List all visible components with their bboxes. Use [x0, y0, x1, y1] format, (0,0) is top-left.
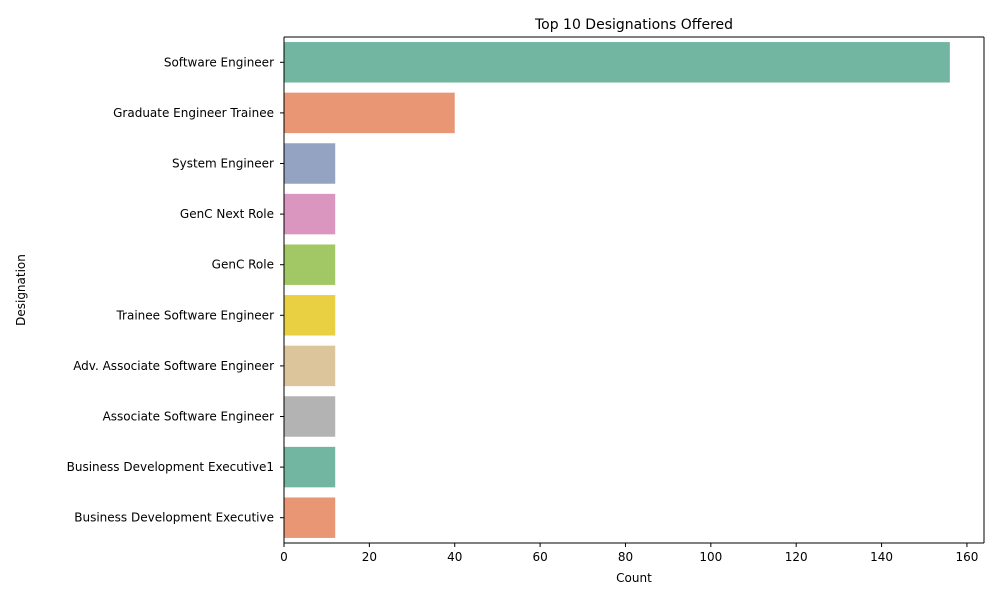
y-tick-label: GenC Role [212, 258, 274, 272]
y-axis-ticks: Software Engineer Graduate Engineer Train… [67, 55, 284, 525]
bar [284, 244, 336, 285]
bar [284, 143, 336, 184]
bar [284, 345, 336, 387]
y-tick-label: System Engineer [172, 157, 274, 171]
y-tick-label: Software Engineer [164, 55, 274, 69]
chart-title: Top 10 Designations Offered [534, 17, 733, 33]
y-tick-label: Graduate Engineer Trainee [113, 106, 274, 120]
x-tick-label: 80 [618, 550, 633, 564]
bars-layer [284, 42, 950, 538]
bar [284, 92, 455, 134]
x-tick-label: 40 [447, 550, 462, 564]
x-tick-label: 160 [955, 550, 978, 564]
y-tick-label: Business Development Executive1 [67, 460, 274, 474]
bar [284, 42, 950, 83]
bar [284, 497, 336, 538]
x-tick-label: 100 [699, 550, 722, 564]
x-tick-label: 140 [870, 550, 893, 564]
y-tick-label: Adv. Associate Software Engineer [73, 359, 274, 373]
y-tick-label: Associate Software Engineer [103, 410, 274, 424]
axis-spines [283, 36, 985, 544]
bar [284, 396, 336, 437]
y-tick-label: Business Development Executive [74, 511, 274, 525]
x-axis-label: Count [616, 571, 652, 585]
x-tick-label: 60 [532, 550, 547, 564]
x-tick-label: 0 [280, 550, 288, 564]
bar [284, 193, 336, 235]
y-tick-label: Trainee Software Engineer [115, 308, 274, 322]
bar [284, 446, 336, 488]
y-axis-label: Designation [14, 254, 28, 326]
x-tick-label: 20 [362, 550, 377, 564]
x-axis-ticks: 0 20 40 60 80 100 120 140 160 [280, 543, 978, 564]
y-tick-label: GenC Next Role [180, 207, 274, 221]
bar [284, 295, 336, 336]
x-tick-label: 120 [785, 550, 808, 564]
